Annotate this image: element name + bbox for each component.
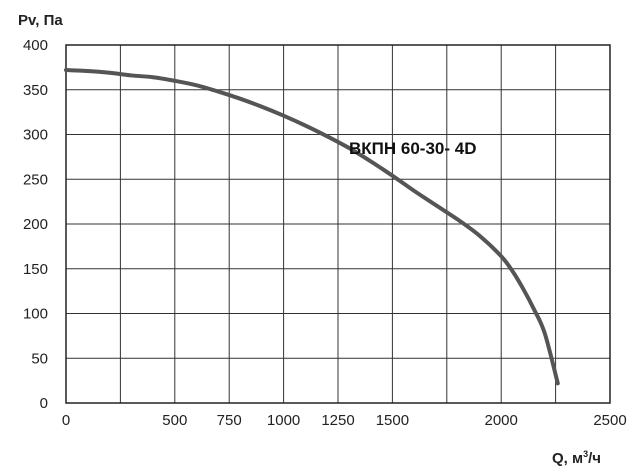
y-axis-ticks: 0 50 100 150 200 250 300 350 400: [23, 37, 48, 412]
y-tick-label: 200: [23, 216, 48, 233]
x-tick-label: 750: [217, 412, 242, 429]
x-tick-label: 2500: [593, 412, 626, 429]
x-tick-label: 500: [162, 412, 187, 429]
x-axis-title-main: Q, м: [552, 450, 583, 467]
x-tick-label: 2000: [485, 412, 518, 429]
y-tick-label: 50: [31, 350, 48, 367]
y-tick-label: 150: [23, 261, 48, 278]
grid: [65, 44, 611, 404]
series-line: [64, 68, 560, 386]
x-axis-title-superscript: 3: [583, 449, 588, 459]
y-tick-label: 100: [23, 306, 48, 323]
y-tick-label: 250: [23, 171, 48, 188]
x-tick-label: 1250: [321, 412, 354, 429]
x-axis-title-suffix: /ч: [588, 450, 601, 467]
y-tick-label: 400: [23, 37, 48, 54]
x-axis-title: Q, м3/ч: [552, 449, 601, 467]
y-tick-label: 350: [23, 82, 48, 99]
y-axis-title: Pv, Па: [18, 12, 63, 29]
y-tick-label: 0: [40, 395, 48, 412]
x-tick-label: 1000: [267, 412, 300, 429]
x-axis-ticks: 0 500 750 1000 1250 1500 2000 2500: [62, 412, 627, 429]
plot-frame: [65, 44, 611, 404]
y-tick-label: 300: [23, 127, 48, 144]
x-tick-label: 0: [62, 412, 70, 429]
x-tick-label: 1500: [376, 412, 409, 429]
series-label: ВКПН 60-30- 4D: [349, 139, 476, 158]
